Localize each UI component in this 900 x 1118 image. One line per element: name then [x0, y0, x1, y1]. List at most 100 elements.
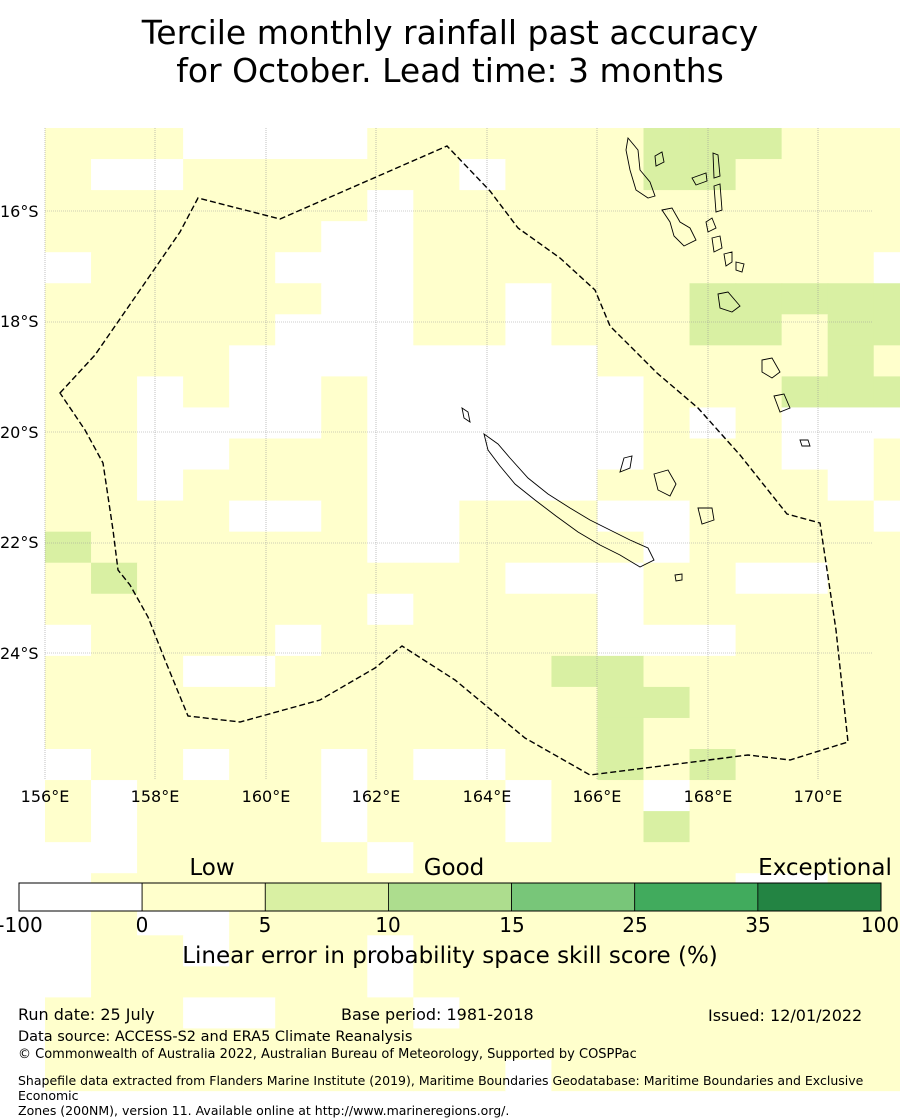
grid-cell — [367, 1028, 414, 1061]
grid-cell — [413, 283, 460, 315]
grid-cell — [229, 376, 276, 409]
colorbar-segment — [634, 882, 759, 912]
grid-cell — [45, 221, 92, 253]
grid-cell — [367, 717, 414, 750]
grid-cell — [551, 1028, 599, 1061]
vanuatu-island — [712, 152, 721, 179]
grid-cell — [321, 780, 368, 812]
grid-cell — [781, 128, 829, 160]
grid-cell — [781, 749, 829, 781]
grid-cell — [643, 221, 691, 253]
grid-cell — [229, 842, 276, 874]
grid-cell — [827, 500, 875, 533]
colorbar-tick: -100 — [0, 913, 43, 937]
grid-cell — [643, 314, 691, 346]
grid-cell — [643, 128, 691, 160]
grid-cell — [229, 407, 276, 440]
grid-cell — [781, 811, 829, 843]
grid-cell — [735, 283, 783, 315]
grid-cell — [735, 345, 783, 377]
grid-cell — [45, 1028, 92, 1061]
grid-cell — [229, 997, 276, 1030]
grid-cell — [137, 345, 184, 377]
grid-cell — [597, 749, 645, 781]
grid-cell — [781, 593, 829, 626]
grid-cell — [827, 811, 875, 843]
grid-cell — [597, 686, 645, 719]
grid-cell — [873, 469, 900, 502]
grid-cell — [505, 1028, 553, 1061]
grid-cell — [91, 252, 138, 284]
grid-cell — [643, 780, 691, 812]
grid-cell — [229, 593, 276, 626]
grid-cell — [137, 686, 184, 719]
grid-cell — [505, 438, 553, 471]
grid-cell — [597, 966, 645, 998]
grid-cell — [597, 997, 645, 1030]
grid-cell — [413, 1059, 460, 1092]
grid-cell — [689, 376, 737, 409]
grid-cell — [459, 780, 506, 812]
grid-cell — [643, 686, 691, 719]
grid-cell — [459, 500, 506, 533]
grid-cell — [781, 221, 829, 253]
grid-cell — [183, 717, 230, 750]
grid-cell — [735, 842, 783, 874]
grid-cell — [505, 655, 553, 688]
grid-cell — [459, 842, 506, 874]
grid-cell — [45, 159, 92, 191]
grid-cell — [137, 842, 184, 874]
vanuatu-island — [711, 235, 723, 253]
grid-cell — [597, 345, 645, 377]
grid-cell — [873, 686, 900, 719]
lon-label-160e: 160°E — [241, 787, 291, 806]
grid-cell — [505, 159, 553, 191]
grid-cell — [689, 935, 737, 967]
grid-cell — [643, 935, 691, 967]
grid-cell — [781, 314, 829, 346]
grid-cell — [505, 935, 553, 967]
loyalty-island — [619, 455, 633, 473]
grid-cell — [551, 469, 599, 502]
grid-cell — [45, 1059, 92, 1092]
grid-cell — [597, 159, 645, 191]
grid-cell — [735, 686, 783, 719]
grid-cell — [229, 128, 276, 160]
grid-cell — [137, 128, 184, 160]
grid-cell — [183, 314, 230, 346]
grid-cell — [183, 966, 230, 998]
grid-cell — [137, 1028, 184, 1061]
grid-cell — [367, 407, 414, 440]
grid-cell — [275, 624, 322, 657]
vanuatu-island — [799, 439, 811, 447]
grid-cell — [459, 190, 506, 222]
grid-cell — [137, 252, 184, 284]
grid-cell — [45, 376, 92, 409]
grid-cell — [321, 655, 368, 688]
grid-cell — [873, 283, 900, 315]
grid-cell — [229, 686, 276, 719]
grid-cell — [459, 717, 506, 750]
grid-cell — [413, 252, 460, 284]
grid-cell — [459, 966, 506, 998]
grid-cell — [229, 531, 276, 564]
grid-cell — [321, 500, 368, 533]
grid-cell — [137, 780, 184, 812]
graticule — [44, 128, 872, 780]
grid-cell — [413, 780, 460, 812]
grid-cell — [643, 345, 691, 377]
grid-cell — [459, 655, 506, 688]
grid-cell — [597, 624, 645, 657]
grid-cell — [735, 376, 783, 409]
grid-cell — [459, 128, 506, 160]
grid-cell — [137, 159, 184, 191]
grid-cell — [183, 811, 230, 843]
grid-cell — [459, 376, 506, 409]
grid-cell — [551, 190, 599, 222]
grid-cell — [735, 1059, 783, 1092]
grid-cell — [275, 1028, 322, 1061]
grid-cell — [45, 686, 92, 719]
grid-cell — [413, 997, 460, 1030]
grid-cell — [229, 780, 276, 812]
colorbar-tick: 15 — [499, 913, 525, 937]
